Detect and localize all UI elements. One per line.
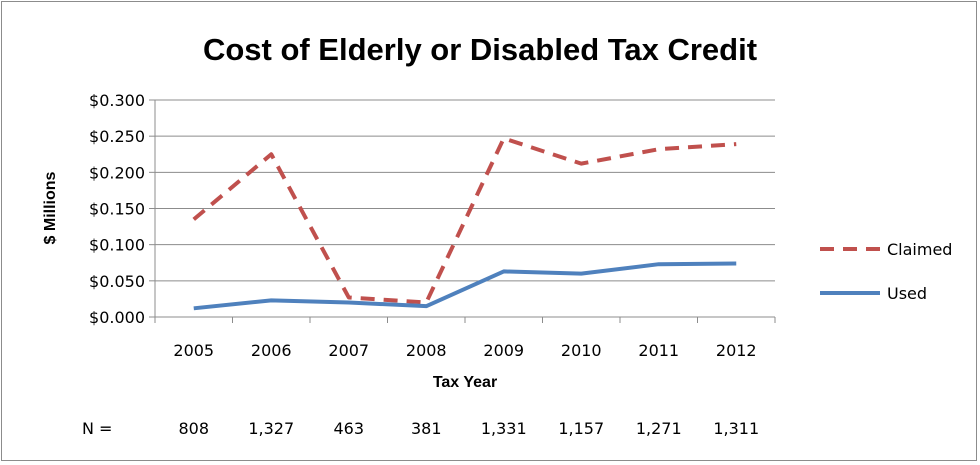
series-lines [192, 136, 737, 311]
x-axis-title: Tax Year [433, 374, 497, 391]
n-value: 1,271 [636, 419, 682, 438]
chart-title: Cost of Elderly or Disabled Tax Credit [203, 32, 757, 67]
y-tick-label: $0.000 [89, 308, 145, 327]
gridlines [149, 99, 775, 318]
n-value: 1,327 [248, 419, 294, 438]
n-value: 381 [411, 419, 442, 438]
y-axis-title: $ Millions [42, 171, 59, 244]
x-tick-label: 2008 [406, 341, 447, 360]
legend-label-claimed: Claimed [887, 240, 952, 259]
y-tick-labels: $0.000 $0.050 $0.100 $0.150 $0.200 $0.250 $0.3… [89, 91, 145, 327]
y-tick-label: $0.100 [89, 236, 145, 255]
n-label: N = [82, 419, 112, 438]
x-tick-label: 2005 [173, 341, 214, 360]
x-tick-label: 2009 [483, 341, 524, 360]
x-tick-label: 2011 [638, 341, 679, 360]
x-tick-label: 2006 [251, 341, 292, 360]
n-value: 808 [178, 419, 209, 438]
series-line-claimed [192, 136, 737, 305]
x-tick-label: 2007 [328, 341, 369, 360]
n-values: 808 1,327 463 381 1,331 1,157 1,271 1,311 [178, 419, 759, 438]
n-value: 463 [333, 419, 364, 438]
series-line-used [193, 261, 737, 311]
n-value: 1,331 [481, 419, 527, 438]
axes [154, 100, 776, 323]
n-value: 1,311 [713, 419, 759, 438]
x-tick-labels: 2005 2006 2007 2008 2009 2010 2011 2012 [173, 341, 756, 360]
legend: Claimed Used [820, 240, 952, 303]
x-tick-label: 2010 [561, 341, 602, 360]
legend-label-used: Used [887, 284, 927, 303]
x-tick-label: 2012 [716, 341, 757, 360]
y-tick-label: $0.300 [89, 91, 145, 110]
y-tick-label: $0.050 [89, 272, 145, 291]
y-tick-label: $0.250 [89, 127, 145, 146]
y-tick-label: $0.200 [89, 163, 145, 182]
n-value: 1,157 [558, 419, 604, 438]
y-tick-label: $0.150 [89, 200, 145, 219]
